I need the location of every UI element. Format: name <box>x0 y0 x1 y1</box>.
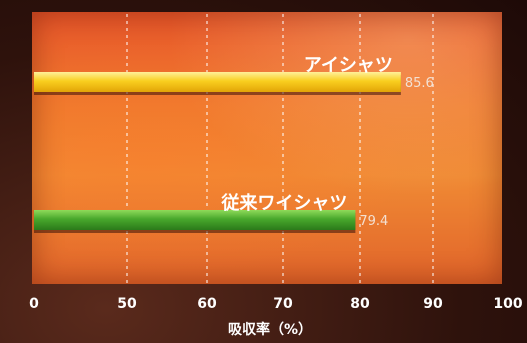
bar-0 <box>34 72 401 92</box>
gridlines <box>126 14 434 284</box>
x-tick-labels: 0 50 60 70 80 90 100 <box>29 296 523 312</box>
bar-value-1: 79.4 <box>359 214 388 229</box>
plot-area <box>32 12 502 284</box>
x-axis-title: 吸収率（%） <box>228 321 312 338</box>
x-tick-70: 70 <box>273 296 293 312</box>
bar-label-0: アイシャツ <box>304 55 393 76</box>
bar-label-1: 従来ワイシャツ <box>220 192 347 214</box>
bar-1 <box>34 210 356 230</box>
x-tick-90: 90 <box>423 296 443 312</box>
x-tick-60: 60 <box>197 296 217 312</box>
x-tick-0: 0 <box>29 296 39 312</box>
x-tick-80: 80 <box>350 296 370 312</box>
bars: アイシャツ 85.6 従来ワイシャツ 79.4 <box>34 55 434 233</box>
x-tick-100: 100 <box>493 296 522 312</box>
bar-value-0: 85.6 <box>405 76 434 91</box>
x-tick-50: 50 <box>117 296 137 312</box>
